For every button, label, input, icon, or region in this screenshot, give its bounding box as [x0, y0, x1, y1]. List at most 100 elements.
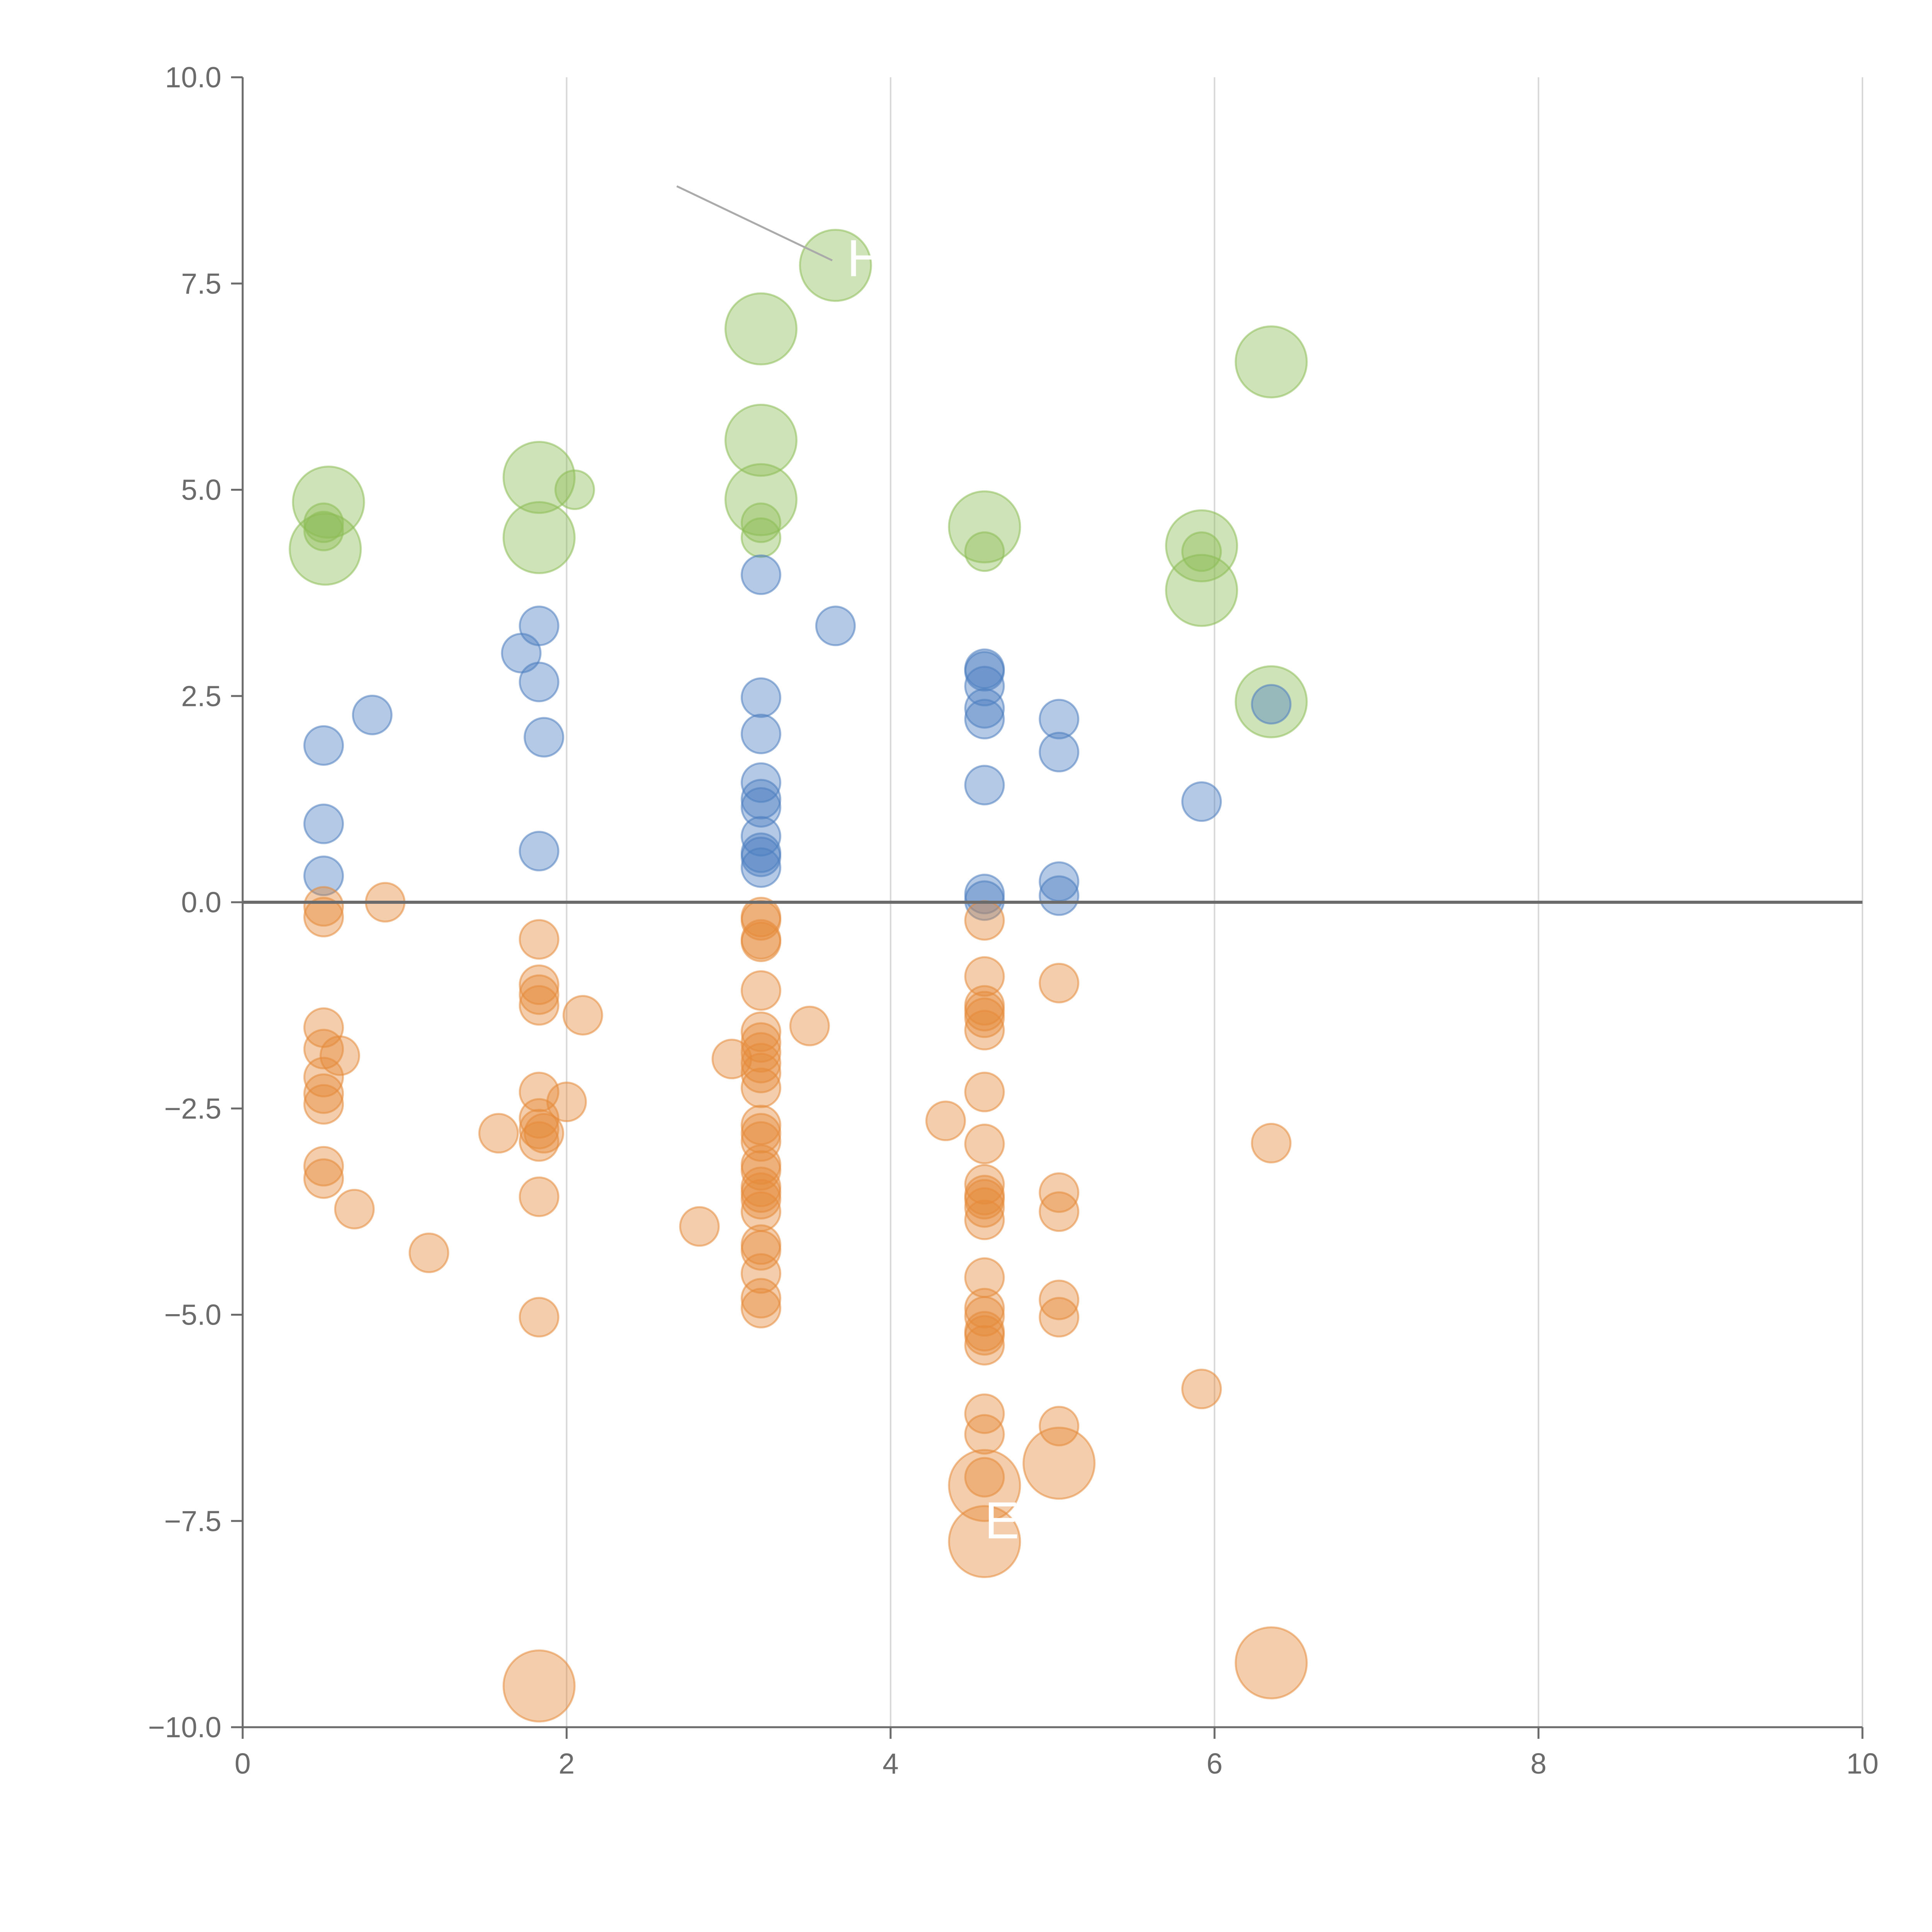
data-point [320, 1035, 361, 1076]
data-point [740, 1121, 781, 1162]
data-point [303, 1158, 344, 1199]
x-tick-label: 6 [1206, 1747, 1223, 1780]
marks-layer [289, 229, 1308, 1723]
data-point [740, 1043, 781, 1083]
data-point [1235, 665, 1308, 738]
data-point [948, 1505, 1021, 1578]
data-point [519, 919, 560, 960]
data-point [740, 787, 781, 828]
y-tick-label: −5.0 [164, 1299, 221, 1331]
data-point [519, 1098, 560, 1139]
data-point [1039, 875, 1080, 916]
x-tick-label: 10 [1846, 1747, 1878, 1780]
data-point [1039, 963, 1080, 1003]
data-point [679, 1206, 720, 1247]
x-tick-label: 2 [559, 1747, 575, 1780]
data-point [408, 1232, 449, 1273]
data-point [740, 779, 781, 820]
data-point [303, 896, 344, 937]
data-point [964, 1187, 1005, 1228]
data-point [740, 1022, 781, 1063]
data-point [1181, 531, 1222, 572]
data-point [524, 717, 565, 758]
data-point [964, 1393, 1005, 1434]
data-point [1039, 699, 1080, 740]
data-point [964, 997, 1005, 1038]
data-point [740, 1113, 781, 1154]
data-point [964, 765, 1005, 806]
data-point [740, 1253, 781, 1294]
data-point [925, 1100, 966, 1141]
data-point [502, 1649, 576, 1723]
data-point [519, 964, 560, 1005]
data-point [303, 855, 344, 896]
data-point [740, 1011, 781, 1052]
data-point [519, 605, 560, 646]
data-point [1181, 781, 1222, 822]
data-point [334, 1189, 375, 1230]
data-point [740, 1067, 781, 1108]
data-point [1039, 1191, 1080, 1232]
data-point [964, 1414, 1005, 1455]
data-point [740, 677, 781, 718]
data-point [789, 1005, 830, 1046]
y-tick-label: −10.0 [148, 1711, 221, 1743]
data-point [964, 900, 1005, 941]
data-point [724, 403, 798, 477]
data-point [964, 699, 1005, 740]
data-point [740, 1150, 781, 1191]
data-point [303, 803, 344, 844]
data-point [740, 1053, 781, 1094]
data-point [1235, 1626, 1308, 1699]
data-point [1165, 509, 1238, 583]
data-point [1039, 1297, 1080, 1338]
data-point [519, 1121, 560, 1162]
data-point [303, 1073, 344, 1114]
data-point [303, 502, 344, 543]
x-tick-label: 0 [235, 1747, 251, 1780]
data-point [562, 995, 603, 1036]
data-point [964, 688, 1005, 729]
data-point [519, 831, 560, 872]
data-point [724, 292, 798, 366]
data-point [740, 847, 781, 888]
x-tick-label: 8 [1531, 1747, 1547, 1780]
data-point [1039, 1406, 1080, 1447]
data-point [303, 725, 344, 766]
data-point [303, 1146, 344, 1187]
y-tick-label: 2.5 [181, 680, 221, 712]
data-point [1039, 1279, 1080, 1320]
annotation-leader-line [676, 185, 833, 262]
data-point [964, 1325, 1005, 1366]
data-point [799, 229, 872, 302]
data-point [740, 517, 781, 558]
data-point [740, 1230, 781, 1271]
data-point [964, 666, 1005, 707]
data-point [740, 970, 781, 1011]
axes-layer [231, 76, 1864, 1739]
data-point [740, 1179, 781, 1220]
data-point [1235, 325, 1308, 399]
y-tick-label: 5.0 [181, 474, 221, 506]
x-tick-label: 4 [883, 1747, 899, 1780]
tick-labels-layer: 0 2 4 6 8 10 10.0 7.5 5.0 2.5 0.0 −2.5 −5.0 −7.5 −10.0 [148, 61, 1879, 1780]
data-point [964, 1071, 1005, 1112]
data-point [519, 1176, 560, 1217]
data-point [948, 1449, 1021, 1522]
annotation-label: H [847, 229, 885, 287]
data-point [964, 531, 1005, 572]
data-point [519, 974, 560, 1015]
data-point [1251, 1122, 1292, 1163]
annotation-label: E [985, 1491, 1019, 1549]
data-point [740, 816, 781, 857]
data-point [1022, 1427, 1096, 1500]
data-point [554, 469, 595, 510]
data-point [740, 1032, 781, 1073]
data-point [502, 501, 576, 574]
data-point [519, 662, 560, 702]
y-tick-label: 7.5 [181, 267, 221, 300]
y-tick-label: −7.5 [164, 1505, 221, 1537]
data-point [964, 956, 1005, 997]
